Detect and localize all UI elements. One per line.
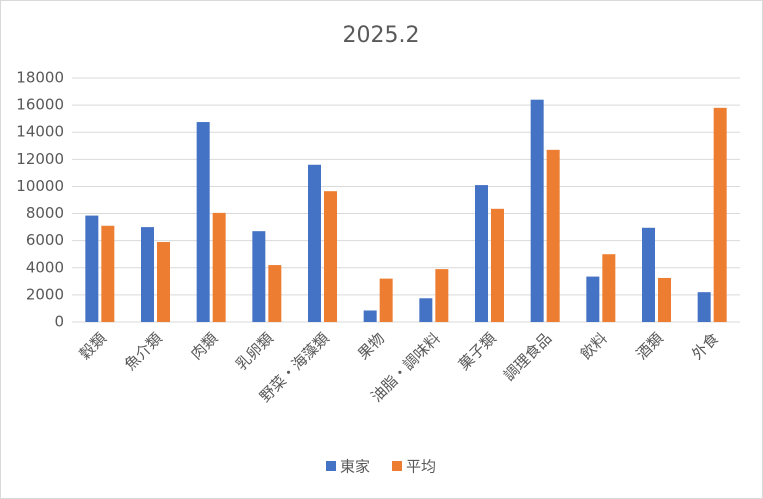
bar <box>602 254 616 322</box>
bar <box>658 277 671 322</box>
bar <box>379 278 393 322</box>
y-tick-label: 8000 <box>26 204 64 222</box>
legend-label: 東家 <box>340 458 370 476</box>
y-tick-label: 10000 <box>16 177 64 195</box>
legend-swatch <box>392 461 403 471</box>
y-tick-label: 6000 <box>26 231 64 249</box>
bar <box>212 212 226 322</box>
bar <box>475 185 488 322</box>
y-tick-label: 0 <box>54 313 64 331</box>
bar <box>85 215 99 322</box>
bar <box>157 242 170 322</box>
legend-swatch <box>326 461 336 471</box>
bar <box>546 149 560 322</box>
bar <box>268 265 282 322</box>
bar <box>586 276 600 322</box>
chart-title: 2025.2 <box>343 23 420 48</box>
bar <box>324 191 337 322</box>
bar <box>196 122 210 322</box>
bar <box>101 225 115 322</box>
bar <box>252 231 266 322</box>
bar <box>419 298 433 322</box>
y-tick-label: 16000 <box>16 96 64 114</box>
y-tick-label: 12000 <box>16 150 64 168</box>
bar <box>713 107 727 322</box>
y-tick-label: 4000 <box>26 258 64 276</box>
bar <box>530 99 544 322</box>
bar <box>308 164 321 322</box>
legend-label: 平均 <box>406 458 436 476</box>
y-tick-label: 14000 <box>16 123 64 141</box>
bar <box>491 208 504 322</box>
bar <box>642 227 655 322</box>
bar <box>697 292 711 322</box>
y-tick-label: 18000 <box>16 69 64 87</box>
bar <box>435 269 449 322</box>
y-tick-label: 2000 <box>26 285 64 303</box>
bar <box>141 227 154 322</box>
bar <box>363 310 377 322</box>
